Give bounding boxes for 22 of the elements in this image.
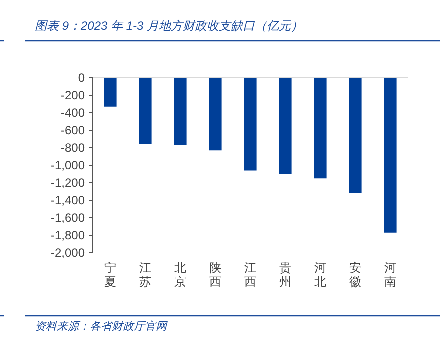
y-tick-label: -400 [60,106,86,120]
y-tick-label: -1,200 [50,176,86,190]
text: 资料来源：各省财政厅官网 [35,320,168,333]
x-tick-label: 安徽 [350,261,362,289]
y-tick-label: -200 [60,88,86,102]
x-tick-label: 江西 [244,261,256,289]
y-tick-label: 0 [78,71,86,85]
y-tick-label: -1,000 [50,158,86,172]
y-tick-label: -2,000 [50,246,86,260]
x-tick-label: 陕西 [210,261,222,289]
x-tick-label: 贵州 [280,261,292,289]
y-tick-label: -1,600 [50,211,86,225]
x-tick-label: 江苏 [140,261,152,289]
x-tick-label: 河北 [314,261,326,289]
y-tick-label: -800 [60,141,86,155]
y-tick-label: -1,800 [50,228,86,242]
x-tick-label: 北京 [174,261,186,289]
x-tick-label: 河南 [384,261,396,289]
y-tick-label: -600 [60,124,86,138]
x-tick-label: 宁夏 [104,261,116,289]
chart-title: 图表 9：2023 年 1-3 月地方财政收支缺口（亿元） [35,19,304,33]
y-tick-label: -1,400 [50,194,86,208]
